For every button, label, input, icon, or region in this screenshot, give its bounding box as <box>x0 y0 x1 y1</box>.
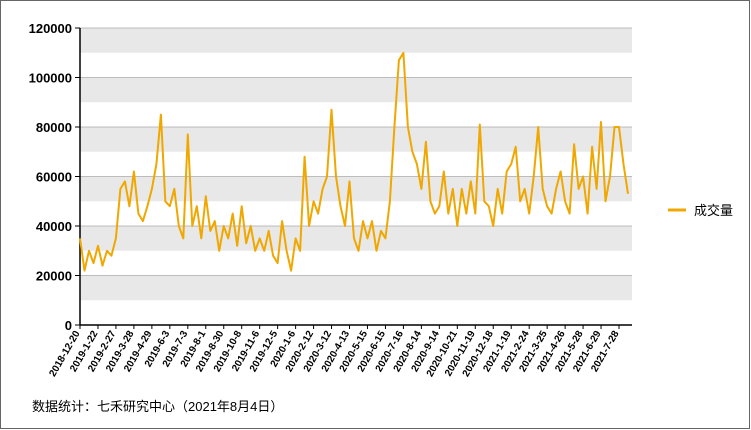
data-line <box>79 51 629 272</box>
grid-band <box>80 77 632 103</box>
grid-band <box>80 176 632 202</box>
y-tick-label: 120000 <box>29 21 72 36</box>
grid-band <box>80 28 632 53</box>
legend-label: 成交量 <box>694 203 733 218</box>
y-tick-label: 20000 <box>36 269 72 284</box>
grid-band <box>80 226 632 251</box>
y-tick-label: 40000 <box>36 219 72 234</box>
source-note: 数据统计：七禾研究中心（2021年8月4日） <box>32 399 283 414</box>
y-tick-label: 100000 <box>29 71 72 86</box>
grid-band <box>80 275 632 301</box>
y-tick-label: 80000 <box>36 120 72 135</box>
y-tick-label: 0 <box>65 318 72 333</box>
y-tick-label: 60000 <box>36 170 72 185</box>
